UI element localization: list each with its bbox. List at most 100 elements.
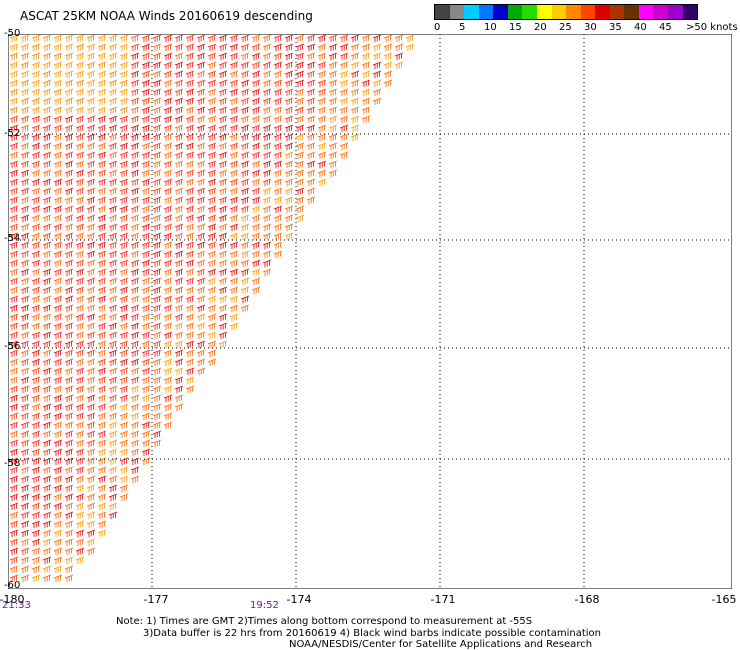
legend-label: 25: [559, 22, 572, 33]
wind-barb: [75, 322, 85, 331]
wind-barb: [273, 97, 283, 106]
wind-barb: [108, 151, 118, 160]
wind-barb: [108, 484, 118, 493]
wind-barb: [64, 268, 74, 277]
wind-barb: [196, 43, 206, 52]
wind-barb: [196, 34, 206, 43]
wind-barb: [152, 241, 162, 250]
wind-barb: [130, 367, 140, 376]
wind-barb: [97, 241, 107, 250]
wind-barb: [152, 313, 162, 322]
wind-barb: [196, 151, 206, 160]
wind-barb: [218, 286, 228, 295]
wind-barb: [86, 448, 96, 457]
wind-barb: [152, 358, 162, 367]
wind-barb: [163, 232, 173, 241]
wind-barb: [42, 574, 52, 583]
wind-barb: [240, 70, 250, 79]
wind-barb: [174, 250, 184, 259]
wind-barb: [31, 313, 41, 322]
wind-barb: [163, 268, 173, 277]
wind-barb: [372, 34, 382, 43]
wind-barb: [163, 79, 173, 88]
wind-barb: [229, 313, 239, 322]
wind-barb: [9, 214, 19, 223]
wind-barb: [31, 367, 41, 376]
wind-barb: [240, 142, 250, 151]
wind-barb: [108, 133, 118, 142]
wind-barb: [97, 205, 107, 214]
wind-barb: [284, 187, 294, 196]
wind-barb: [97, 151, 107, 160]
wind-barb: [130, 385, 140, 394]
wind-barb: [152, 385, 162, 394]
wind-barb: [64, 223, 74, 232]
wind-barb: [108, 115, 118, 124]
wind-barb: [64, 394, 74, 403]
wind-barb: [163, 241, 173, 250]
wind-barb: [152, 421, 162, 430]
wind-barb: [31, 259, 41, 268]
wind-barb: [97, 178, 107, 187]
wind-barb: [229, 241, 239, 250]
wind-barb: [20, 241, 30, 250]
wind-barb: [31, 61, 41, 70]
wind-barb: [20, 223, 30, 232]
wind-barb: [64, 475, 74, 484]
wind-barb: [174, 97, 184, 106]
wind-barb: [240, 88, 250, 97]
wind-barb: [20, 502, 30, 511]
wind-barb: [130, 178, 140, 187]
wind-barb: [108, 250, 118, 259]
wind-barb: [141, 142, 151, 151]
wind-barb: [20, 385, 30, 394]
wind-barb: [218, 214, 228, 223]
wind-barb: [141, 124, 151, 133]
wind-barb: [42, 52, 52, 61]
wind-barb: [75, 268, 85, 277]
wind-barb: [262, 142, 272, 151]
wind-barb: [20, 421, 30, 430]
wind-barb: [163, 187, 173, 196]
wind-barb: [141, 385, 151, 394]
wind-barb: [31, 34, 41, 43]
wind-barb: [218, 331, 228, 340]
wind-barb: [240, 187, 250, 196]
wind-barb: [174, 52, 184, 61]
wind-barb: [350, 70, 360, 79]
wind-barb: [53, 376, 63, 385]
wind-barb: [42, 385, 52, 394]
wind-barb: [218, 232, 228, 241]
wind-barb: [31, 214, 41, 223]
wind-barb: [218, 223, 228, 232]
wind-barb: [119, 88, 129, 97]
wind-barb: [64, 34, 74, 43]
wind-barb: [152, 331, 162, 340]
wind-barb: [31, 115, 41, 124]
wind-barb: [20, 268, 30, 277]
wind-barb: [152, 196, 162, 205]
wind-barb: [20, 52, 30, 61]
wind-barb: [42, 322, 52, 331]
wind-barb: [152, 43, 162, 52]
wind-barb: [97, 304, 107, 313]
wind-barb: [20, 484, 30, 493]
wind-barb: [119, 295, 129, 304]
wind-barb: [20, 79, 30, 88]
wind-barb: [284, 88, 294, 97]
wind-barb: [42, 421, 52, 430]
wind-barb: [174, 376, 184, 385]
wind-barb: [119, 250, 129, 259]
wind-barb: [53, 430, 63, 439]
wind-barb: [108, 466, 118, 475]
wind-barb: [152, 205, 162, 214]
wind-barb: [306, 79, 316, 88]
wind-barb: [42, 358, 52, 367]
wind-barb: [262, 187, 272, 196]
wind-barb: [64, 115, 74, 124]
wind-barb: [53, 394, 63, 403]
wind-barb: [86, 79, 96, 88]
wind-barb: [86, 394, 96, 403]
wind-barb: [185, 106, 195, 115]
wind-barb: [174, 160, 184, 169]
